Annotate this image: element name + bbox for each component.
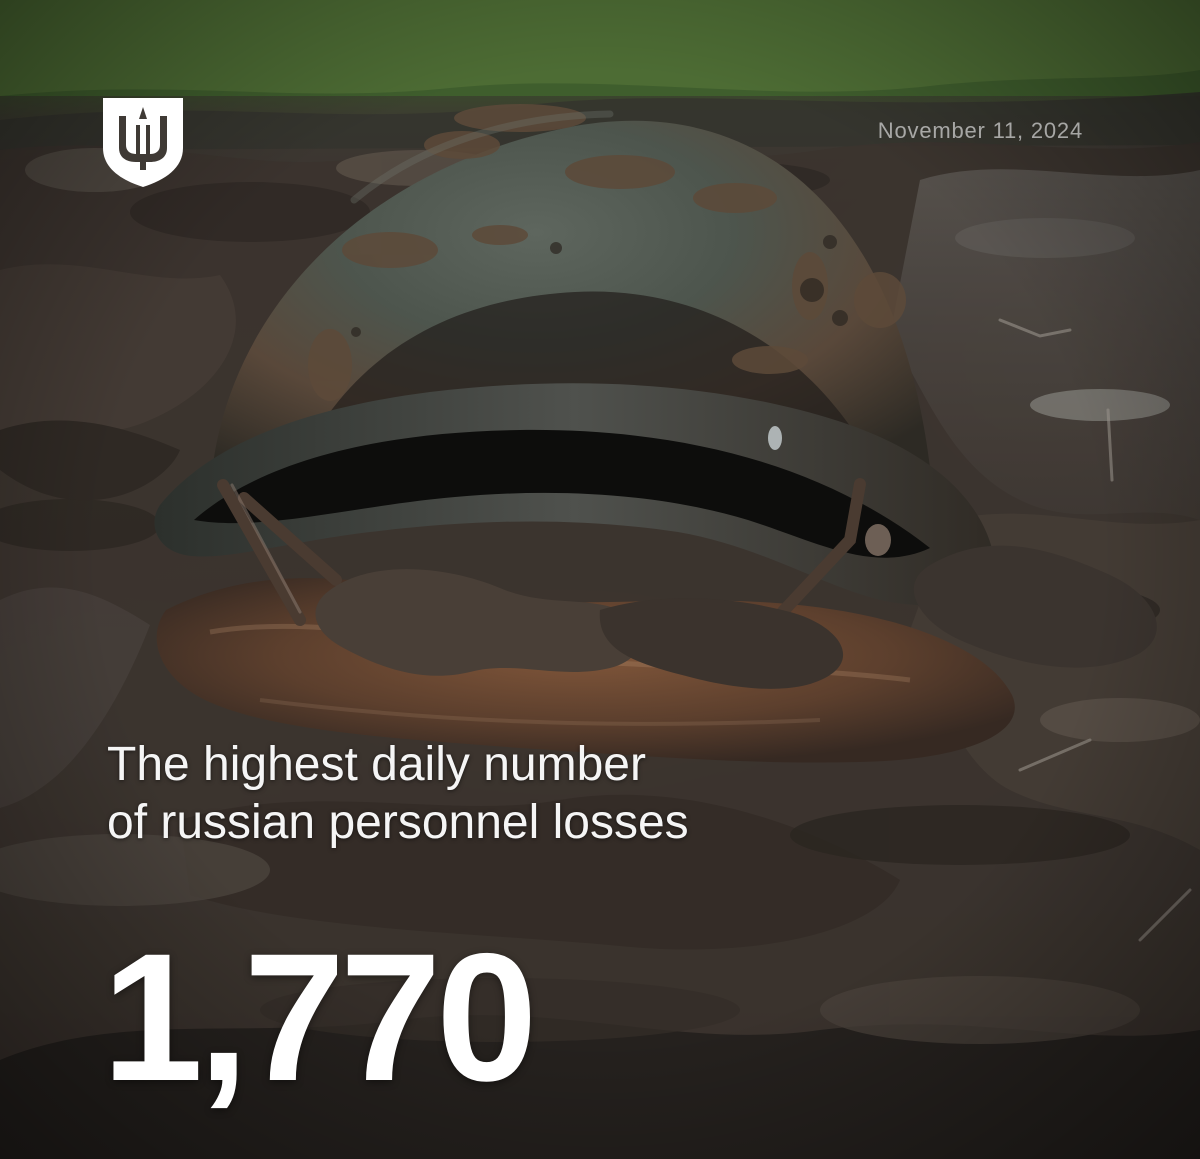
trident-shield-icon [103,98,183,187]
headline: The highest daily number of russian pers… [107,736,1007,852]
headline-line-2: of russian personnel losses [107,796,689,849]
post-date: November 11, 2024 [877,118,1083,143]
headline-line-1: The highest daily number [107,738,646,791]
losses-count: 1,770 [102,915,537,1119]
